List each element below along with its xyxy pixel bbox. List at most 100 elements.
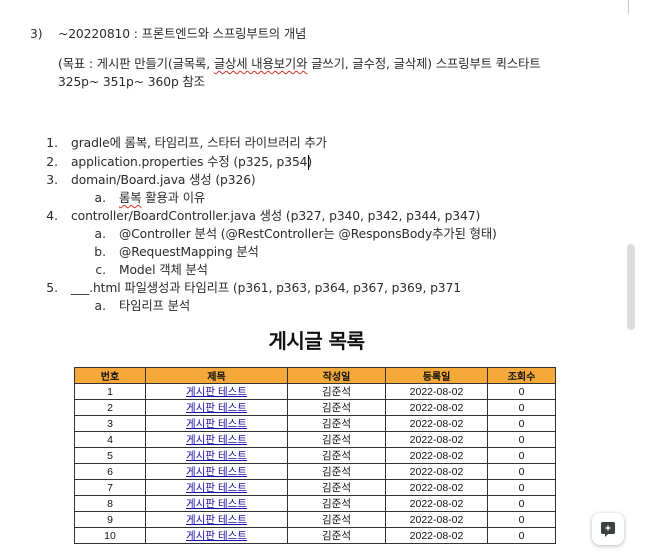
cell-number: 10 xyxy=(74,527,146,544)
column-header-title: 제목 xyxy=(145,367,288,384)
step-text-2: application.properties 수정 (p325, p354) xyxy=(71,155,313,169)
substep-text: 활용과 이유 xyxy=(141,191,206,205)
table-header-row: 번호 제목 작성일 등록일 조회수 xyxy=(74,367,556,384)
cell-writer: 김준석 xyxy=(287,511,386,528)
cell-writer: 김준석 xyxy=(287,463,386,480)
cell-number: 4 xyxy=(74,431,146,448)
cell-title: 게시판 테스트 xyxy=(145,399,288,416)
cell-writer: 김준석 xyxy=(287,479,386,496)
substep-letter: a. xyxy=(94,191,106,205)
substep-letter: c. xyxy=(95,263,106,277)
cell-writer: 김준석 xyxy=(287,415,386,432)
board-heading: 게시글 목록 xyxy=(268,329,365,353)
cell-title: 게시판 테스트 xyxy=(145,463,288,480)
cell-views: 0 xyxy=(487,463,556,480)
post-title-link[interactable]: 게시판 테스트 xyxy=(186,402,247,414)
cell-writer: 김준석 xyxy=(287,447,386,464)
page-edge-divider xyxy=(628,0,629,14)
cell-writer: 김준석 xyxy=(287,399,386,416)
cell-title: 게시판 테스트 xyxy=(145,479,288,496)
substep-text: @Controller 분석 ( xyxy=(119,227,226,241)
table-row: 2 게시판 테스트 김준석 2022-08-02 0 xyxy=(74,399,556,416)
goal-line-2: 325p~ 351p~ 360p 참조 xyxy=(58,75,205,89)
table-row: 6 게시판 테스트 김준석 2022-08-02 0 xyxy=(74,463,556,480)
spellcheck-underlined-text[interactable]: 글상세 내용보기와 xyxy=(213,57,308,71)
cell-title: 게시판 테스트 xyxy=(145,383,288,400)
table-row: 7 게시판 테스트 김준석 2022-08-02 0 xyxy=(74,479,556,496)
cell-views: 0 xyxy=(487,527,556,544)
goal-text-after: 글쓰기, 글수정, 글삭제) 스프링부트 퀵스타트 xyxy=(307,57,541,71)
cell-date: 2022-08-02 xyxy=(385,447,488,464)
cell-number: 3 xyxy=(74,415,146,432)
substep-text: @RestController는 xyxy=(225,227,335,241)
table-row: 3 게시판 테스트 김준석 2022-08-02 0 xyxy=(74,415,556,432)
cell-number: 1 xyxy=(74,383,146,400)
cell-views: 0 xyxy=(487,447,556,464)
spellcheck-underlined-text[interactable]: 롬복 xyxy=(119,191,142,205)
substep-4c: Model 객체 분석 xyxy=(119,263,208,277)
post-title-link[interactable]: 게시판 테스트 xyxy=(186,498,247,510)
cell-number: 9 xyxy=(74,511,146,528)
cell-number: 8 xyxy=(74,495,146,512)
step-text-5: ___.html 파일생성과 타임리프 (p361, p363, p364, p… xyxy=(71,281,461,295)
post-title-link[interactable]: 게시판 테스트 xyxy=(186,514,247,526)
cell-views: 0 xyxy=(487,479,556,496)
step-number-2: 2. xyxy=(46,155,58,169)
column-header-writer: 작성일 xyxy=(287,367,386,384)
section-number: 3) xyxy=(30,27,43,41)
cell-views: 0 xyxy=(487,431,556,448)
cell-writer: 김준석 xyxy=(287,431,386,448)
post-title-link[interactable]: 게시판 테스트 xyxy=(186,434,247,446)
post-title-link[interactable]: 게시판 테스트 xyxy=(186,418,247,430)
cell-date: 2022-08-02 xyxy=(385,463,488,480)
post-title-link[interactable]: 게시판 테스트 xyxy=(186,482,247,494)
cell-date: 2022-08-02 xyxy=(385,415,488,432)
table-body: 1 게시판 테스트 김준석 2022-08-02 0 2 게시판 테스트 김준석 2022-08… xyxy=(74,383,556,544)
cell-date: 2022-08-02 xyxy=(385,431,488,448)
ai-assist-button[interactable] xyxy=(592,513,624,545)
step-number-5: 5. xyxy=(46,281,58,295)
post-title-link[interactable]: 게시판 테스트 xyxy=(186,386,247,398)
cell-date: 2022-08-02 xyxy=(385,495,488,512)
step-number-1: 1. xyxy=(46,136,58,150)
goal-line-1: (목표 : 게시판 만들기(글목록, 글상세 내용보기와 글쓰기, 글수정, 글… xyxy=(58,56,541,72)
cell-date: 2022-08-02 xyxy=(385,399,488,416)
substep-letter: a. xyxy=(94,299,106,313)
cell-title: 게시판 테스트 xyxy=(145,415,288,432)
substep-3a: 롬복 활용과 이유 xyxy=(119,190,205,206)
cell-views: 0 xyxy=(487,399,556,416)
step-number-3: 3. xyxy=(46,173,58,187)
cell-title: 게시판 테스트 xyxy=(145,447,288,464)
board-table: 번호 제목 작성일 등록일 조회수 1 게시판 테스트 김준석 2022-08-02 0… xyxy=(74,367,556,544)
post-title-link[interactable]: 게시판 테스트 xyxy=(186,466,247,478)
cell-views: 0 xyxy=(487,383,556,400)
substep-4a: @Controller 분석 (@RestController는 @Respon… xyxy=(119,226,497,242)
post-title-link[interactable]: 게시판 테스트 xyxy=(186,530,247,542)
post-title-link[interactable]: 게시판 테스트 xyxy=(186,450,247,462)
substep-letter: b. xyxy=(94,245,106,259)
column-header-number: 번호 xyxy=(74,367,146,384)
substep-5a: 타임리프 분석 xyxy=(119,299,191,313)
step-text-1: gradle에 롬복, 타임리프, 스타터 라이브러리 추가 xyxy=(71,136,327,150)
table-row: 4 게시판 테스트 김준석 2022-08-02 0 xyxy=(74,431,556,448)
table-row: 5 게시판 테스트 김준석 2022-08-02 0 xyxy=(74,447,556,464)
column-header-views: 조회수 xyxy=(487,367,556,384)
step-text-3: domain/Board.java 생성 (p326) xyxy=(71,173,256,187)
cell-date: 2022-08-02 xyxy=(385,383,488,400)
cell-title: 게시판 테스트 xyxy=(145,431,288,448)
cell-date: 2022-08-02 xyxy=(385,527,488,544)
table-row: 10 게시판 테스트 김준석 2022-08-02 0 xyxy=(74,527,556,544)
table-row: 9 게시판 테스트 김준석 2022-08-02 0 xyxy=(74,511,556,528)
vertical-scrollbar[interactable] xyxy=(627,244,635,330)
cell-number: 5 xyxy=(74,447,146,464)
cell-title: 게시판 테스트 xyxy=(145,527,288,544)
cell-views: 0 xyxy=(487,511,556,528)
cell-title: 게시판 테스트 xyxy=(145,511,288,528)
cell-date: 2022-08-02 xyxy=(385,479,488,496)
table-row: 1 게시판 테스트 김준석 2022-08-02 0 xyxy=(74,383,556,400)
cell-number: 2 xyxy=(74,399,146,416)
cell-writer: 김준석 xyxy=(287,383,386,400)
section-title: ~20220810 : 프론트엔드와 스프링부트의 개념 xyxy=(58,27,307,41)
substep-4b: @RequestMapping 분석 xyxy=(119,245,259,259)
